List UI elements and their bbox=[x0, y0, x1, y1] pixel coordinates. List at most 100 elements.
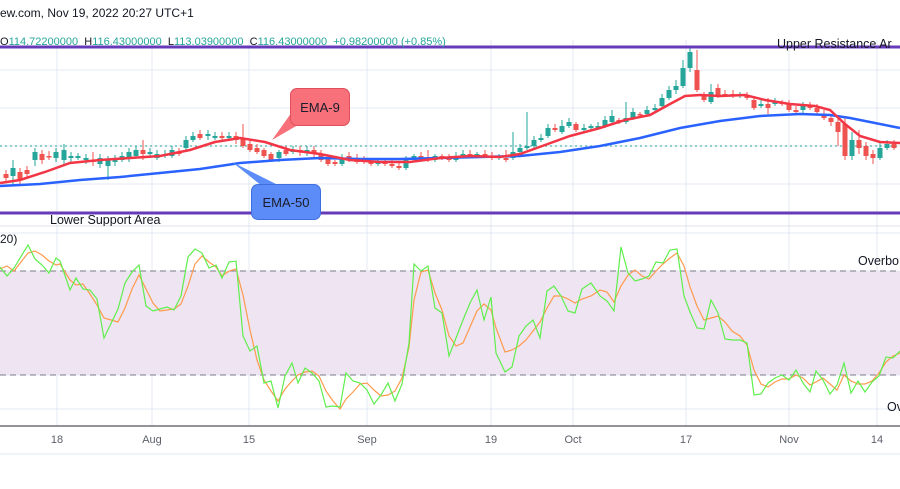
candle-body bbox=[666, 90, 672, 98]
high-label: H bbox=[84, 36, 93, 48]
candle-body bbox=[140, 150, 146, 154]
candle-body bbox=[772, 102, 778, 104]
open-label: O bbox=[0, 36, 9, 48]
time-axis-tick: 17 bbox=[679, 434, 693, 446]
candle-body bbox=[644, 110, 650, 114]
candle-body bbox=[75, 156, 81, 158]
candle-body bbox=[863, 146, 869, 156]
candle-body bbox=[588, 126, 594, 128]
oversold-label: Ov bbox=[887, 400, 900, 414]
candle-body bbox=[268, 154, 274, 160]
candle-body bbox=[751, 100, 757, 108]
candle-body bbox=[482, 154, 488, 156]
candle-body bbox=[83, 158, 89, 160]
candle-body bbox=[212, 136, 218, 138]
ema-50-callout-pointer bbox=[232, 162, 276, 186]
candle-body bbox=[261, 150, 267, 156]
candle-body bbox=[219, 136, 225, 138]
candle-body bbox=[183, 140, 189, 148]
candle-body bbox=[68, 156, 74, 158]
candle-body bbox=[877, 148, 883, 158]
candle-body bbox=[891, 144, 897, 148]
candle-body bbox=[332, 162, 338, 164]
time-axis-tick: 18 bbox=[50, 434, 64, 446]
high-value: 116.43000000 bbox=[92, 36, 162, 48]
candle-body bbox=[545, 128, 551, 136]
candle-body bbox=[595, 126, 601, 128]
ema-9-callout: EMA-9 bbox=[290, 88, 350, 126]
time-axis-tick: 15 bbox=[242, 434, 256, 446]
candle-body bbox=[652, 108, 658, 110]
candle-body bbox=[884, 144, 890, 148]
candle-body bbox=[61, 150, 67, 160]
candle-body bbox=[673, 86, 679, 90]
candle-body bbox=[17, 172, 23, 180]
candle-body bbox=[708, 92, 714, 102]
low-label: L bbox=[167, 36, 174, 48]
candle-body bbox=[240, 138, 246, 146]
candle-body bbox=[283, 150, 289, 154]
candle-body bbox=[566, 122, 572, 126]
candle-body bbox=[418, 156, 424, 158]
time-axis-tick: 19 bbox=[484, 434, 498, 446]
candle-body bbox=[524, 146, 530, 148]
time-axis-tick: Sep bbox=[357, 434, 377, 446]
candle-body bbox=[517, 148, 523, 152]
stochastic-range-band bbox=[0, 271, 900, 375]
stochastic-indicator-label: 20) bbox=[0, 232, 18, 246]
candle-body bbox=[254, 148, 260, 152]
candle-body bbox=[197, 134, 203, 138]
candle-body bbox=[126, 152, 132, 158]
candle-body bbox=[226, 136, 232, 138]
candle-body bbox=[247, 144, 253, 150]
candle-body bbox=[460, 154, 466, 156]
stochastic-k-line bbox=[0, 243, 900, 409]
candle-body bbox=[552, 128, 558, 130]
candle-body bbox=[10, 168, 16, 176]
candle-body bbox=[531, 140, 537, 146]
candle-body bbox=[339, 158, 345, 164]
bottom-strip bbox=[0, 453, 900, 455]
candle-body bbox=[39, 154, 45, 160]
candle-body bbox=[190, 136, 196, 140]
upper-resistance-label: Upper Resistance Ar bbox=[777, 37, 892, 51]
candle-body bbox=[609, 116, 615, 122]
candle-body bbox=[870, 154, 876, 158]
overbought-label: Overbo bbox=[858, 254, 899, 268]
ema-9-line bbox=[0, 93, 900, 185]
candle-body bbox=[842, 124, 848, 156]
candle-body bbox=[637, 114, 643, 116]
candle-body bbox=[807, 106, 813, 108]
candle-body bbox=[687, 52, 693, 68]
candle-body bbox=[325, 158, 331, 164]
low-value: 113.03900000 bbox=[173, 36, 244, 48]
candle-body bbox=[396, 166, 402, 168]
change-value: +0.98200000 (+0.85%) bbox=[333, 36, 446, 48]
candle-body bbox=[849, 140, 855, 156]
chart-source-timestamp: ew.com, Nov 19, 2022 20:27 UTC+1 bbox=[0, 6, 194, 20]
candle-body bbox=[680, 68, 686, 86]
candle-body bbox=[701, 96, 707, 100]
candle-body bbox=[3, 174, 9, 178]
close-value: 116.43000000 bbox=[257, 36, 328, 48]
candle-body bbox=[46, 156, 52, 158]
time-axis-tick: 14 bbox=[870, 434, 884, 446]
candle-body bbox=[630, 112, 636, 118]
candle-body bbox=[503, 158, 509, 160]
open-value: 114.72200000 bbox=[8, 36, 79, 48]
candle-body bbox=[403, 160, 409, 168]
candle-body bbox=[814, 108, 820, 112]
candle-body bbox=[758, 104, 764, 106]
candle-body bbox=[835, 122, 841, 132]
candle-body bbox=[659, 98, 665, 106]
candle-body bbox=[786, 104, 792, 110]
candle-body bbox=[538, 138, 544, 140]
stochastic-d-line bbox=[0, 250, 900, 411]
candle-body bbox=[53, 152, 59, 158]
candle-body bbox=[276, 152, 282, 158]
candle-body bbox=[368, 162, 374, 164]
ema-50-callout: EMA-50 bbox=[251, 184, 321, 220]
candle-body bbox=[32, 152, 38, 160]
candle-body bbox=[602, 120, 608, 126]
